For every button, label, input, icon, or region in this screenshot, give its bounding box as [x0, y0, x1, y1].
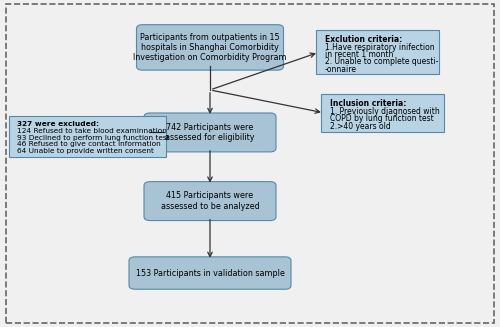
Text: COPD by lung function test: COPD by lung function test — [330, 114, 434, 123]
Text: 93 Declined to perform lung function test: 93 Declined to perform lung function tes… — [17, 135, 170, 141]
FancyBboxPatch shape — [136, 25, 284, 70]
FancyBboxPatch shape — [8, 116, 166, 157]
Text: 64 Unable to provide written consent: 64 Unable to provide written consent — [17, 148, 154, 154]
Text: 415 Participants were
assessed to be analyzed: 415 Participants were assessed to be ana… — [160, 191, 260, 211]
Text: -onnaire: -onnaire — [325, 65, 357, 74]
FancyBboxPatch shape — [316, 30, 439, 75]
Text: 153 Participants in validation sample: 153 Participants in validation sample — [136, 268, 284, 278]
Text: 2. Unable to complete questi-: 2. Unable to complete questi- — [325, 58, 438, 66]
Text: 2.>40 years old: 2.>40 years old — [330, 122, 390, 131]
Text: 46 Refused to give contact information: 46 Refused to give contact information — [17, 141, 161, 147]
Text: 327 were excluded:: 327 were excluded: — [17, 121, 99, 127]
FancyBboxPatch shape — [129, 257, 291, 289]
Text: Inclusion criteria:: Inclusion criteria: — [330, 99, 406, 108]
Text: Participants from outpatients in 15
hospitals in Shanghai Comorbidity
Investigat: Participants from outpatients in 15 hosp… — [133, 32, 287, 62]
Text: Exclution criteria:: Exclution criteria: — [325, 35, 402, 44]
FancyBboxPatch shape — [144, 113, 276, 152]
FancyBboxPatch shape — [144, 181, 276, 220]
Text: 742 Participants were
assessed for eligibility: 742 Participants were assessed for eligi… — [165, 123, 255, 142]
Text: 124 Refused to take blood examinnation: 124 Refused to take blood examinnation — [17, 128, 167, 134]
Text: 1. Previously diagnosed with: 1. Previously diagnosed with — [330, 107, 440, 116]
Text: in recent 1 month: in recent 1 month — [325, 50, 393, 59]
FancyBboxPatch shape — [321, 94, 444, 131]
Text: 1.Have respiratory inifection: 1.Have respiratory inifection — [325, 43, 434, 52]
